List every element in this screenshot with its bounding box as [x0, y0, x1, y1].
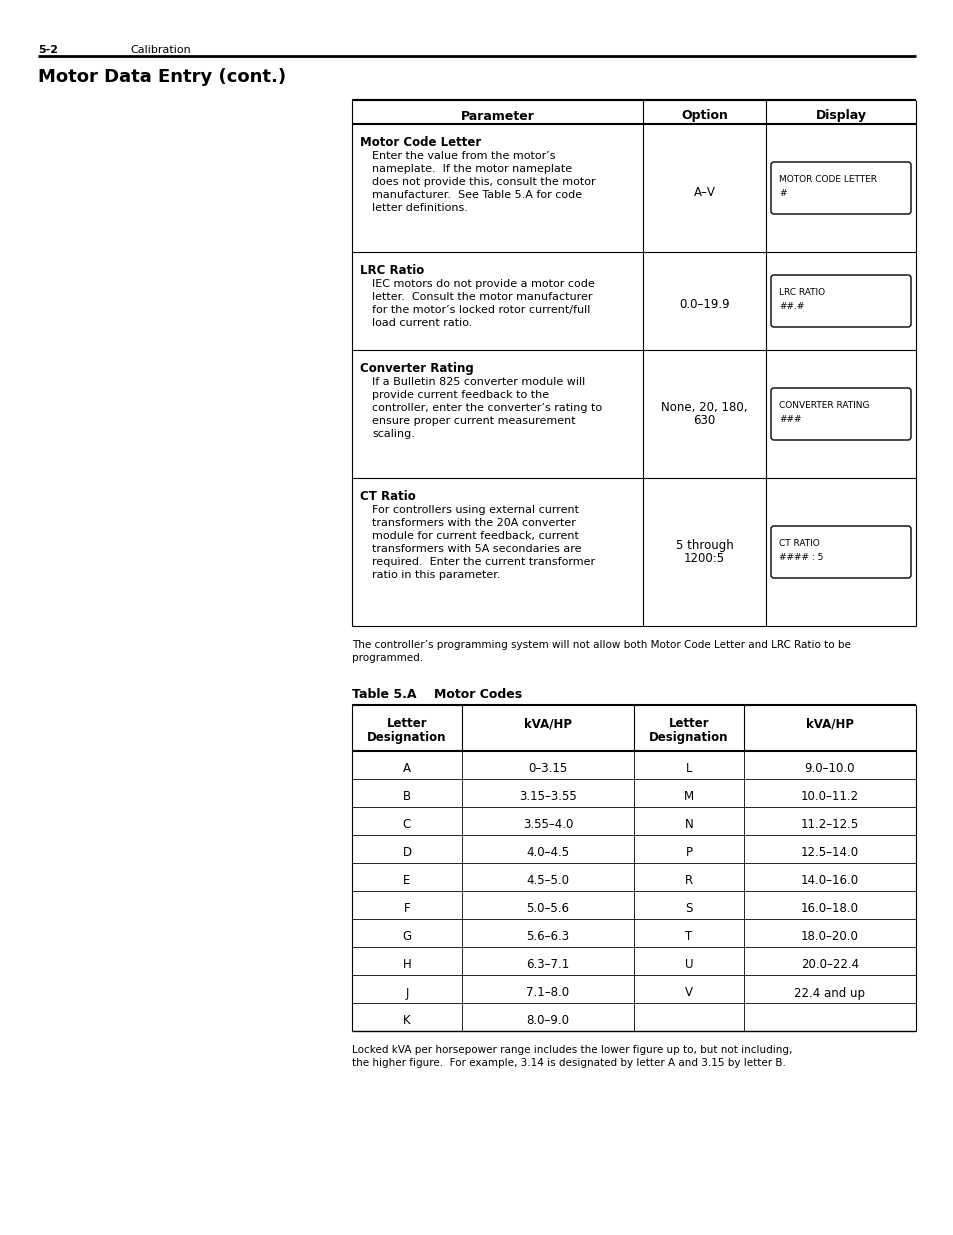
FancyBboxPatch shape	[770, 162, 910, 214]
Text: L: L	[685, 762, 692, 776]
Text: #: #	[779, 189, 785, 198]
Text: controller, enter the converter’s rating to: controller, enter the converter’s rating…	[372, 403, 601, 412]
Text: T: T	[684, 930, 692, 944]
Text: module for current feedback, current: module for current feedback, current	[372, 531, 578, 541]
Text: kVA/HP: kVA/HP	[523, 718, 572, 730]
Text: None, 20, 180,: None, 20, 180,	[660, 400, 747, 414]
Text: ##.#: ##.#	[779, 303, 803, 311]
Text: K: K	[403, 1014, 411, 1028]
Text: programmed.: programmed.	[352, 653, 423, 663]
Text: LRC Ratio: LRC Ratio	[359, 264, 424, 277]
Text: manufacturer.  See Table 5.A for code: manufacturer. See Table 5.A for code	[372, 190, 581, 200]
Text: N: N	[684, 819, 693, 831]
Text: for the motor’s locked rotor current/full: for the motor’s locked rotor current/ful…	[372, 305, 590, 315]
Text: 5 through: 5 through	[675, 538, 733, 552]
Text: 12.5–14.0: 12.5–14.0	[801, 846, 858, 860]
Text: 630: 630	[693, 415, 715, 427]
Text: H: H	[402, 958, 411, 972]
Text: provide current feedback to the: provide current feedback to the	[372, 390, 549, 400]
Text: CONVERTER RATING: CONVERTER RATING	[779, 401, 868, 410]
Text: CT RATIO: CT RATIO	[779, 538, 819, 548]
Text: A–V: A–V	[693, 185, 715, 199]
Text: D: D	[402, 846, 411, 860]
Text: Letter: Letter	[386, 718, 427, 730]
Text: kVA/HP: kVA/HP	[805, 718, 853, 730]
Text: letter.  Consult the motor manufacturer: letter. Consult the motor manufacturer	[372, 291, 592, 303]
Text: 7.1–8.0: 7.1–8.0	[526, 987, 569, 999]
Text: 0–3.15: 0–3.15	[528, 762, 567, 776]
Text: If a Bulletin 825 converter module will: If a Bulletin 825 converter module will	[372, 377, 584, 387]
Text: 5-2: 5-2	[38, 44, 58, 56]
Text: 5.0–5.6: 5.0–5.6	[526, 903, 569, 915]
Text: S: S	[684, 903, 692, 915]
Text: P: P	[685, 846, 692, 860]
Text: 3.15–3.55: 3.15–3.55	[518, 790, 577, 804]
Text: Option: Option	[680, 110, 727, 122]
Text: M: M	[683, 790, 694, 804]
Text: letter definitions.: letter definitions.	[372, 203, 467, 212]
Text: Designation: Designation	[649, 731, 728, 743]
Text: E: E	[403, 874, 410, 888]
Text: G: G	[402, 930, 411, 944]
Text: LRC RATIO: LRC RATIO	[779, 288, 824, 296]
Text: J: J	[405, 987, 408, 999]
Text: 1200:5: 1200:5	[683, 552, 724, 566]
Text: 4.5–5.0: 4.5–5.0	[526, 874, 569, 888]
Text: scaling.: scaling.	[372, 429, 415, 438]
Text: does not provide this, consult the motor: does not provide this, consult the motor	[372, 177, 595, 186]
Text: 20.0–22.4: 20.0–22.4	[801, 958, 858, 972]
Text: 3.55–4.0: 3.55–4.0	[522, 819, 573, 831]
Text: 9.0–10.0: 9.0–10.0	[804, 762, 854, 776]
Text: U: U	[684, 958, 693, 972]
Text: Letter: Letter	[668, 718, 709, 730]
Text: transformers with 5A secondaries are: transformers with 5A secondaries are	[372, 543, 581, 555]
Text: A: A	[402, 762, 411, 776]
Text: 6.3–7.1: 6.3–7.1	[526, 958, 569, 972]
Text: F: F	[403, 903, 410, 915]
Text: 16.0–18.0: 16.0–18.0	[801, 903, 858, 915]
Text: Motor Code Letter: Motor Code Letter	[359, 136, 480, 149]
Text: 14.0–16.0: 14.0–16.0	[801, 874, 858, 888]
Text: Display: Display	[815, 110, 865, 122]
Text: load current ratio.: load current ratio.	[372, 317, 472, 329]
Text: Motor Data Entry (cont.): Motor Data Entry (cont.)	[38, 68, 286, 86]
Text: transformers with the 20A converter: transformers with the 20A converter	[372, 517, 576, 529]
Text: Enter the value from the motor’s: Enter the value from the motor’s	[372, 151, 555, 161]
Text: required.  Enter the current transformer: required. Enter the current transformer	[372, 557, 595, 567]
Text: ensure proper current measurement: ensure proper current measurement	[372, 416, 575, 426]
Text: 22.4 and up: 22.4 and up	[794, 987, 864, 999]
Text: the higher figure.  For example, 3.14 is designated by letter A and 3.15 by lett: the higher figure. For example, 3.14 is …	[352, 1058, 785, 1068]
Text: For controllers using external current: For controllers using external current	[372, 505, 578, 515]
Text: MOTOR CODE LETTER: MOTOR CODE LETTER	[779, 175, 876, 184]
Text: C: C	[402, 819, 411, 831]
Text: B: B	[402, 790, 411, 804]
Text: 18.0–20.0: 18.0–20.0	[801, 930, 858, 944]
Text: #### : 5: #### : 5	[779, 553, 822, 562]
Text: R: R	[684, 874, 692, 888]
Text: Parameter: Parameter	[460, 110, 534, 122]
Text: Designation: Designation	[367, 731, 446, 743]
FancyBboxPatch shape	[770, 388, 910, 440]
Text: IEC motors do not provide a motor code: IEC motors do not provide a motor code	[372, 279, 594, 289]
Text: 0.0–19.9: 0.0–19.9	[679, 299, 729, 311]
Text: 5.6–6.3: 5.6–6.3	[526, 930, 569, 944]
FancyBboxPatch shape	[770, 275, 910, 327]
Text: 11.2–12.5: 11.2–12.5	[800, 819, 859, 831]
Text: nameplate.  If the motor nameplate: nameplate. If the motor nameplate	[372, 164, 572, 174]
FancyBboxPatch shape	[770, 526, 910, 578]
Text: Converter Rating: Converter Rating	[359, 362, 474, 375]
Text: ###: ###	[779, 415, 801, 424]
Text: Locked kVA per horsepower range includes the lower figure up to, but not includi: Locked kVA per horsepower range includes…	[352, 1045, 792, 1055]
Text: CT Ratio: CT Ratio	[359, 490, 416, 503]
Text: V: V	[684, 987, 692, 999]
Text: 8.0–9.0: 8.0–9.0	[526, 1014, 569, 1028]
Text: ratio in this parameter.: ratio in this parameter.	[372, 571, 500, 580]
Text: Table 5.A    Motor Codes: Table 5.A Motor Codes	[352, 688, 521, 701]
Text: 10.0–11.2: 10.0–11.2	[801, 790, 858, 804]
Text: Calibration: Calibration	[130, 44, 191, 56]
Text: 4.0–4.5: 4.0–4.5	[526, 846, 569, 860]
Text: The controller’s programming system will not allow both Motor Code Letter and LR: The controller’s programming system will…	[352, 640, 850, 650]
